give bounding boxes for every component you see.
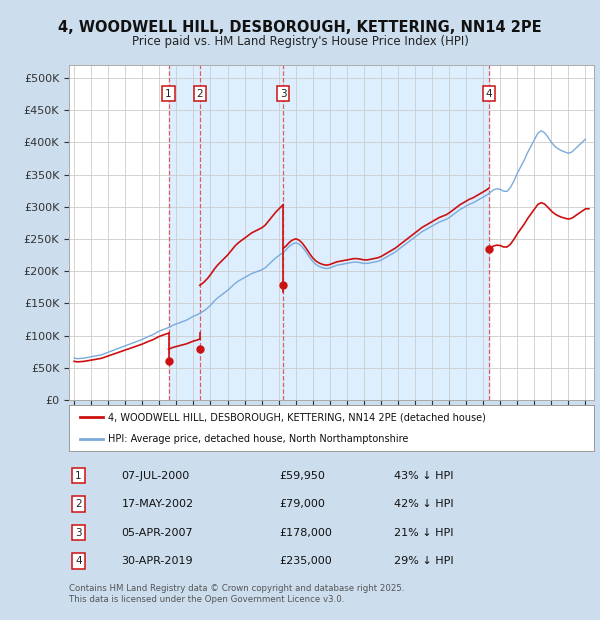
Bar [200, 65, 283, 400]
Text: 2: 2 [196, 89, 203, 99]
Bar [169, 65, 200, 400]
Text: 3: 3 [280, 89, 286, 99]
Text: 29% ↓ HPI: 29% ↓ HPI [395, 556, 454, 566]
Text: This data is licensed under the Open Government Licence v3.0.: This data is licensed under the Open Gov… [69, 595, 344, 604]
Text: 3: 3 [75, 528, 82, 538]
Text: 43% ↓ HPI: 43% ↓ HPI [395, 471, 454, 480]
Bar [283, 65, 489, 400]
Text: 30-APR-2019: 30-APR-2019 [121, 556, 193, 566]
Text: 05-APR-2007: 05-APR-2007 [121, 528, 193, 538]
Text: Contains HM Land Registry data © Crown copyright and database right 2025.: Contains HM Land Registry data © Crown c… [69, 584, 404, 593]
Text: £178,000: £178,000 [279, 528, 332, 538]
Text: £59,950: £59,950 [279, 471, 325, 480]
Text: Price paid vs. HM Land Registry's House Price Index (HPI): Price paid vs. HM Land Registry's House … [131, 35, 469, 48]
Text: 1: 1 [165, 89, 172, 99]
Text: 42% ↓ HPI: 42% ↓ HPI [395, 499, 454, 509]
Text: £235,000: £235,000 [279, 556, 332, 566]
Text: £79,000: £79,000 [279, 499, 325, 509]
Text: 1: 1 [75, 471, 82, 480]
Text: 4: 4 [75, 556, 82, 566]
Text: 4, WOODWELL HILL, DESBOROUGH, KETTERING, NN14 2PE (detached house): 4, WOODWELL HILL, DESBOROUGH, KETTERING,… [109, 412, 486, 422]
Text: 2: 2 [75, 499, 82, 509]
Text: 21% ↓ HPI: 21% ↓ HPI [395, 528, 454, 538]
Text: 17-MAY-2002: 17-MAY-2002 [121, 499, 194, 509]
Text: 4, WOODWELL HILL, DESBOROUGH, KETTERING, NN14 2PE: 4, WOODWELL HILL, DESBOROUGH, KETTERING,… [58, 20, 542, 35]
Text: 4: 4 [485, 89, 492, 99]
Text: 07-JUL-2000: 07-JUL-2000 [121, 471, 190, 480]
Text: HPI: Average price, detached house, North Northamptonshire: HPI: Average price, detached house, Nort… [109, 434, 409, 444]
